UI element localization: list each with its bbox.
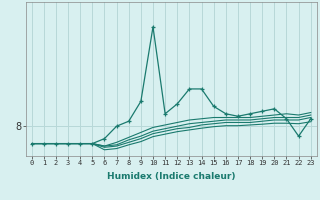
X-axis label: Humidex (Indice chaleur): Humidex (Indice chaleur) — [107, 172, 236, 181]
